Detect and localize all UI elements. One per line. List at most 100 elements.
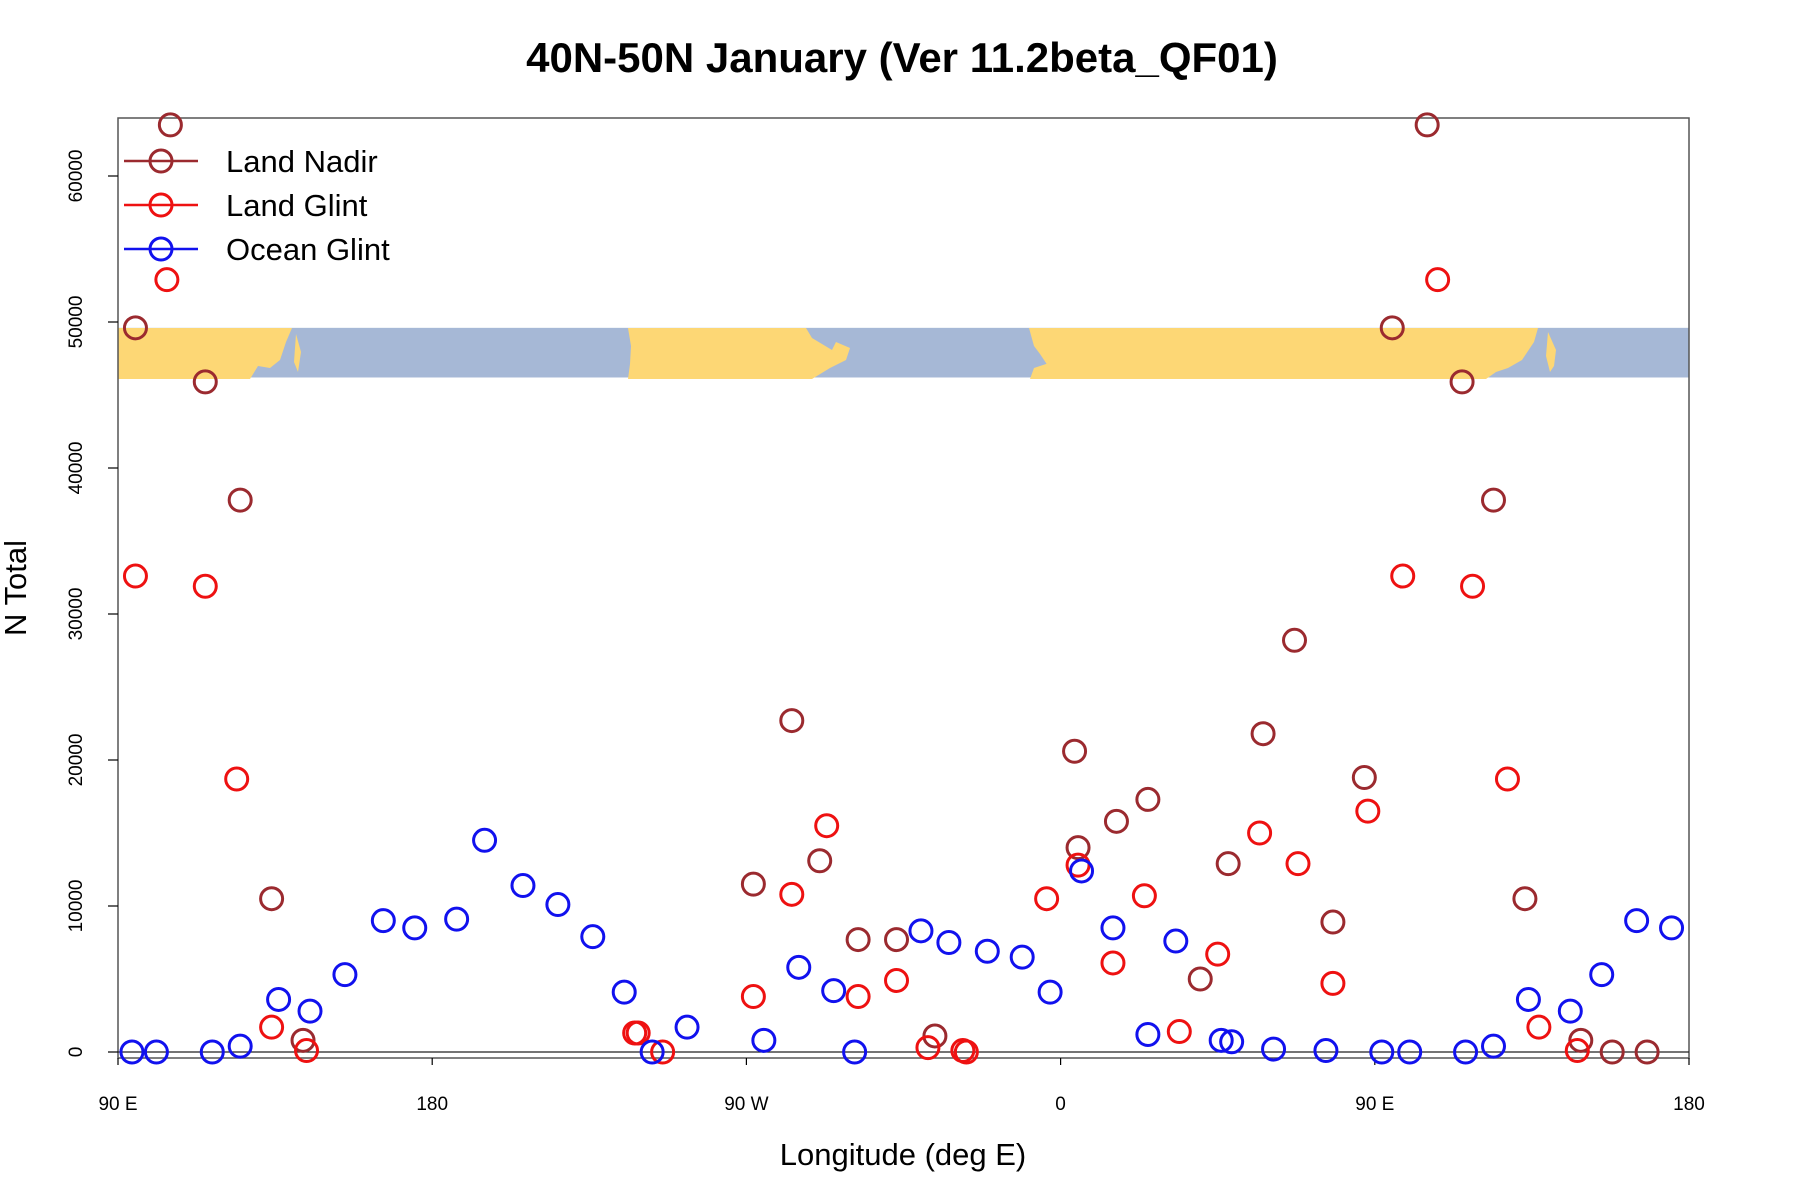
data-point [227,1033,253,1059]
data-point [1065,835,1091,861]
y-axis: 0 10000 20000 30000 40000 50000 60000 [66,150,118,1058]
data-point [884,927,910,953]
data-point [1215,851,1241,877]
data-point [1634,1039,1660,1065]
x-tick-label: 0 [1055,1094,1066,1115]
data-point [1379,315,1405,341]
legend-land-nadir-marker [148,148,174,174]
y-tick-label: 10000 [66,880,87,933]
data-point [332,962,358,988]
data-point [1515,986,1541,1012]
data-point [294,1038,320,1064]
x-tick-label: 180 [1673,1094,1705,1115]
data-point [1261,1036,1287,1062]
map-land-japan [1546,332,1556,372]
data-point [1564,1038,1590,1064]
data-point [611,979,637,1005]
data-point [1135,1021,1161,1047]
y-axis-label: N Total [0,540,33,636]
data-point [1320,909,1346,935]
data-point [1187,966,1213,992]
legend-land-nadir-label: Land Nadir [226,144,378,179]
data-point [953,1039,979,1065]
y-tick-label: 40000 [66,442,87,495]
data-point [639,1039,665,1065]
map-land-eurasia [1029,328,1538,379]
data-point [1568,1027,1594,1053]
data-point [1037,979,1063,1005]
data-point [814,813,840,839]
data-point [1320,970,1346,996]
world-map-strip [118,327,1689,379]
data-point [1369,1039,1395,1065]
data-point [936,930,962,955]
data-point [1135,786,1161,812]
data-point [192,369,218,395]
data-point [842,1039,868,1065]
data-point [1163,928,1189,954]
data-point [1425,267,1451,293]
data-point [1460,573,1486,599]
data-point [1282,627,1308,653]
data-point [545,892,571,918]
plot-frame [117,117,1690,1059]
series-land-glint [122,267,1590,1065]
data-point [1355,798,1381,824]
data-point [807,848,833,874]
data-point [1449,369,1475,395]
y-tick-label: 0 [66,1047,87,1058]
data-point [1208,1027,1234,1053]
data-point [444,906,470,932]
data-point [779,881,805,907]
data-point [297,998,323,1024]
data-point [1166,1019,1192,1045]
y-tick-label: 60000 [66,150,87,203]
data-point [1100,950,1126,976]
data-point [1414,112,1440,138]
data-point [370,908,396,934]
data-point [650,1039,676,1065]
data-point [227,487,253,513]
y-tick-label: 50000 [66,296,87,349]
data-point [884,967,910,993]
x-axis-label: Longitude (deg E) [780,1137,1026,1172]
y-tick-label: 30000 [66,588,87,641]
map-land-asia-west [118,328,292,379]
data-point [259,1014,285,1040]
map-land-north-america [628,328,850,379]
data-point [119,1039,145,1065]
data-point [266,986,292,1012]
data-point [1397,1039,1423,1065]
x-axis: 90 E 180 90 W 0 90 E 180 [98,1058,1705,1115]
data-point [122,315,148,341]
legend-land-glint-marker [148,192,174,218]
data-series [119,112,1685,1065]
data-point [224,766,250,792]
x-tick-label: 90 W [724,1094,768,1115]
data-point [908,918,934,944]
data-point [290,1027,316,1053]
data-point [1494,766,1520,792]
data-point [1390,563,1416,589]
data-point [1131,883,1157,909]
data-point [845,927,871,953]
data-point [974,938,1000,964]
chart-title: 40N-50N January (Ver 11.2beta_QF01) [526,34,1278,81]
data-point [740,871,766,897]
data-point [1219,1029,1245,1055]
data-point [915,1035,941,1061]
data-point [510,873,536,899]
data-point [259,886,285,912]
data-point [1589,962,1615,988]
data-point [1205,941,1231,967]
data-point [1034,886,1060,912]
data-point [192,573,218,599]
data-point [1069,858,1095,884]
data-point [1659,915,1685,941]
data-point [1480,1033,1506,1059]
data-point [779,708,805,734]
data-point [199,1039,225,1065]
data-point [1599,1039,1625,1065]
data-point [625,1020,651,1046]
